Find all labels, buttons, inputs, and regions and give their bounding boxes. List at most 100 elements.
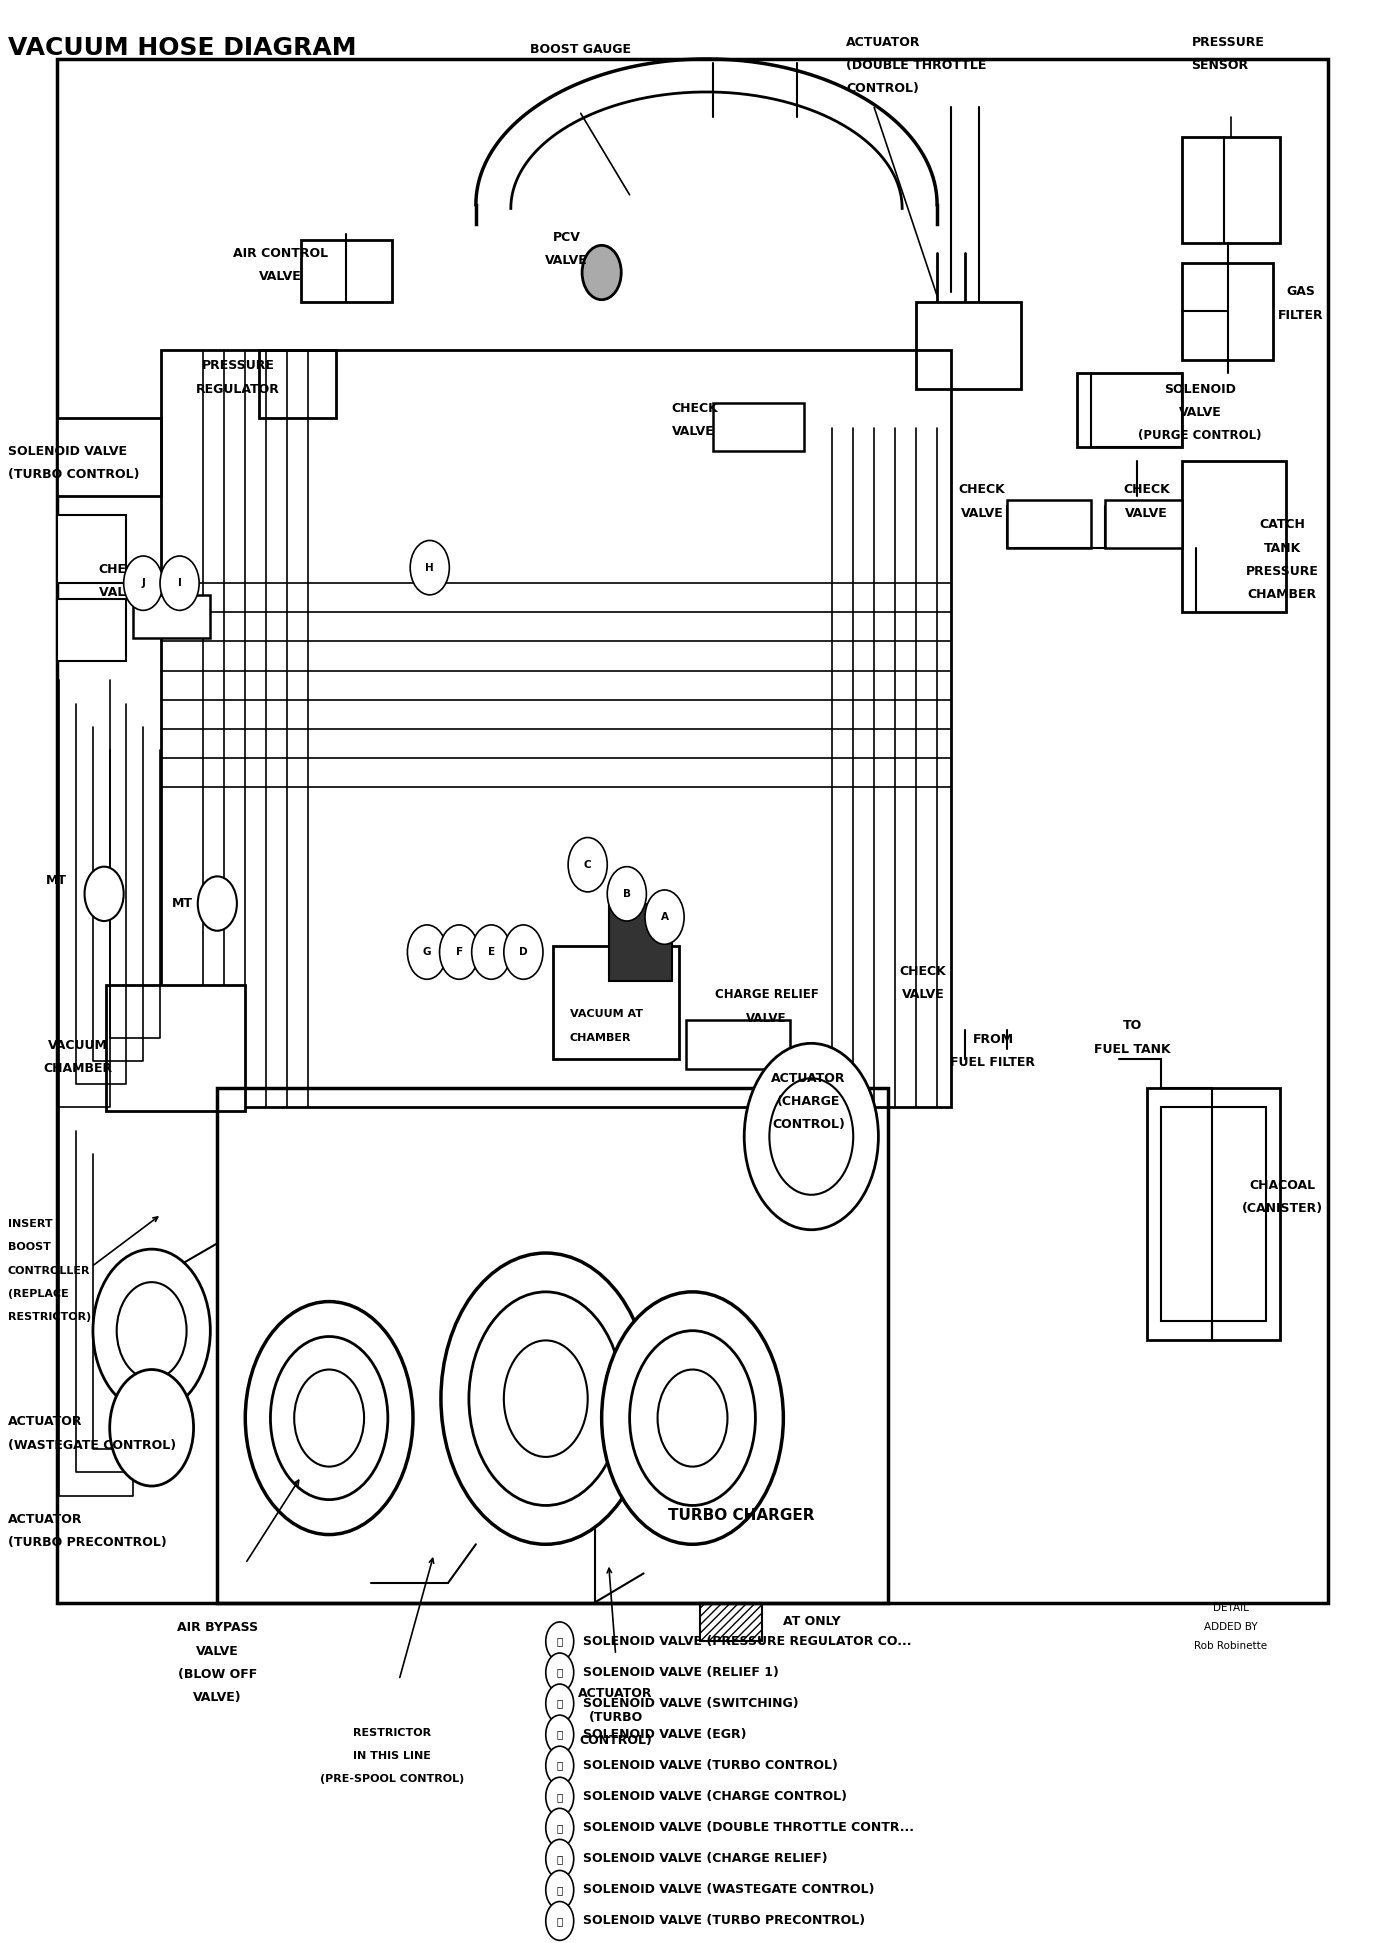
- Text: Ⓖ: Ⓖ: [557, 1823, 562, 1832]
- Text: CATCH: CATCH: [1259, 519, 1305, 532]
- Circle shape: [92, 1249, 210, 1413]
- Text: CHACOAL: CHACOAL: [1249, 1179, 1315, 1191]
- Circle shape: [546, 1902, 574, 1941]
- Bar: [700, 1603, 762, 1642]
- Circle shape: [607, 867, 646, 921]
- Circle shape: [407, 925, 446, 979]
- Text: SOLENOID VALVE (EGR): SOLENOID VALVE (EGR): [583, 1727, 747, 1741]
- Bar: [1007, 499, 1091, 548]
- Text: RESTRICTOR: RESTRICTOR: [353, 1727, 431, 1737]
- Text: VALVE: VALVE: [746, 1012, 786, 1024]
- Text: C: C: [583, 859, 592, 870]
- Text: VALVE: VALVE: [672, 426, 715, 439]
- Text: SOLENOID VALVE: SOLENOID VALVE: [7, 445, 127, 459]
- Text: FUEL TANK: FUEL TANK: [1094, 1043, 1171, 1055]
- Text: (TURBO: (TURBO: [589, 1710, 642, 1723]
- Circle shape: [658, 1370, 727, 1467]
- Text: Ⓗ: Ⓗ: [557, 1854, 562, 1863]
- Text: (CHARGE: (CHARGE: [776, 1096, 841, 1108]
- Bar: [301, 239, 392, 301]
- Text: VALVE: VALVE: [196, 1644, 239, 1657]
- Text: CHECK: CHECK: [958, 484, 1006, 497]
- Text: FUEL FILTER: FUEL FILTER: [950, 1057, 1035, 1069]
- Text: PRESSURE: PRESSURE: [1247, 565, 1319, 577]
- Text: BOOST GAUGE: BOOST GAUGE: [530, 43, 631, 56]
- Text: FILTER: FILTER: [1277, 309, 1323, 323]
- Circle shape: [439, 925, 478, 979]
- Bar: [56, 515, 126, 583]
- Circle shape: [159, 556, 199, 610]
- Text: VALVE: VALVE: [961, 507, 1003, 521]
- Text: AIR CONTROL: AIR CONTROL: [232, 247, 327, 260]
- Text: RESTRICTOR): RESTRICTOR): [7, 1312, 91, 1321]
- Bar: [686, 1020, 790, 1069]
- Bar: [1105, 499, 1182, 548]
- Text: Ⓓ: Ⓓ: [557, 1729, 562, 1739]
- Text: Ⓐ: Ⓐ: [557, 1636, 562, 1646]
- Text: Ⓑ: Ⓑ: [557, 1667, 562, 1677]
- Text: (CANISTER): (CANISTER): [1242, 1203, 1323, 1214]
- Text: (WASTEGATE CONTROL): (WASTEGATE CONTROL): [7, 1438, 176, 1451]
- Text: SOLENOID VALVE (CHARGE CONTROL): SOLENOID VALVE (CHARGE CONTROL): [583, 1790, 848, 1803]
- Circle shape: [645, 890, 684, 944]
- Circle shape: [441, 1253, 651, 1545]
- Text: VALVE: VALVE: [259, 270, 302, 284]
- Text: (TURBO PRECONTROL): (TURBO PRECONTROL): [7, 1535, 166, 1549]
- Text: VALVE: VALVE: [1125, 507, 1168, 521]
- Text: VACUUM: VACUUM: [48, 1040, 108, 1051]
- Text: VALVE: VALVE: [546, 255, 588, 268]
- Text: PCV: PCV: [553, 231, 581, 245]
- Circle shape: [546, 1685, 574, 1723]
- Circle shape: [546, 1716, 574, 1755]
- Text: F: F: [456, 946, 463, 958]
- Text: A: A: [660, 911, 669, 923]
- Bar: [1161, 1108, 1266, 1321]
- Circle shape: [469, 1292, 623, 1506]
- Bar: [217, 1088, 888, 1603]
- Text: SENSOR: SENSOR: [1192, 58, 1248, 72]
- Text: PRESSURE: PRESSURE: [201, 359, 274, 373]
- Text: CHAMBER: CHAMBER: [1248, 589, 1316, 600]
- Text: E: E: [488, 946, 495, 958]
- Text: ACTUATOR: ACTUATOR: [771, 1073, 846, 1084]
- Circle shape: [602, 1292, 783, 1545]
- Bar: [1182, 460, 1287, 612]
- Text: ACTUATOR: ACTUATOR: [7, 1512, 83, 1525]
- Text: SOLENOID VALVE (CHARGE RELIEF): SOLENOID VALVE (CHARGE RELIEF): [583, 1852, 828, 1865]
- Circle shape: [546, 1778, 574, 1817]
- Text: VALVE): VALVE): [193, 1690, 242, 1704]
- Circle shape: [630, 1331, 755, 1506]
- Bar: [1077, 373, 1182, 447]
- Circle shape: [116, 1282, 186, 1380]
- Text: (DOUBLE THROTTLE: (DOUBLE THROTTLE: [846, 58, 986, 72]
- Text: CHAMBER: CHAMBER: [569, 1032, 631, 1043]
- Circle shape: [84, 867, 123, 921]
- Text: GAS: GAS: [1286, 286, 1315, 299]
- Text: G: G: [422, 946, 431, 958]
- Circle shape: [471, 925, 511, 979]
- Bar: [1147, 1088, 1280, 1341]
- Text: ACTUATOR: ACTUATOR: [578, 1687, 653, 1700]
- Text: INSERT: INSERT: [7, 1218, 52, 1228]
- Bar: [133, 595, 210, 637]
- Text: AIR BYPASS: AIR BYPASS: [176, 1620, 257, 1634]
- Bar: [1182, 136, 1280, 243]
- Circle shape: [744, 1043, 879, 1230]
- Text: D: D: [519, 946, 527, 958]
- Circle shape: [294, 1370, 364, 1467]
- Text: AT ONLY: AT ONLY: [783, 1615, 841, 1628]
- Bar: [609, 903, 672, 981]
- Text: SOLENOID VALVE (TURBO CONTROL): SOLENOID VALVE (TURBO CONTROL): [583, 1758, 838, 1772]
- Bar: [1182, 262, 1273, 359]
- Text: CONTROL): CONTROL): [772, 1119, 845, 1131]
- Circle shape: [504, 1341, 588, 1457]
- Text: TANK: TANK: [1263, 542, 1301, 556]
- Text: TURBO CHARGER: TURBO CHARGER: [669, 1508, 814, 1523]
- Text: TO: TO: [1123, 1020, 1143, 1032]
- Circle shape: [197, 876, 236, 931]
- Text: (REPLACE: (REPLACE: [7, 1288, 69, 1298]
- Text: VACUUM HOSE DIAGRAM: VACUUM HOSE DIAGRAM: [7, 35, 357, 60]
- Circle shape: [109, 1370, 193, 1486]
- Bar: [56, 58, 1329, 1603]
- Text: H: H: [425, 563, 434, 573]
